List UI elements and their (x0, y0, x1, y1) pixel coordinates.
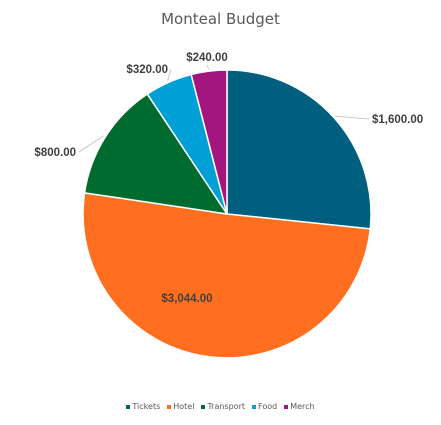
legend-label-transport: Transport (207, 402, 245, 411)
data-label-transport: $800.00 (34, 147, 76, 159)
legend-label-tickets: Tickets (132, 402, 161, 411)
legend-item-tickets: Tickets (126, 402, 160, 411)
legend-item-hotel: Hotel (167, 402, 194, 411)
leader-lines (78, 64, 370, 153)
data-label-hotel: $3,044.00 (161, 293, 212, 305)
pie-slice-hotel (82, 191, 372, 359)
legend-swatch-hotel (167, 404, 172, 409)
legend-item-food: Food (252, 402, 277, 411)
leader-line-transport (78, 135, 105, 153)
pie-slices (82, 69, 372, 359)
legend-swatch-tickets (126, 404, 131, 409)
data-labels: $1,600.00 $3,044.00 $800.00 $320.00 $240.00 (34, 52, 423, 305)
leader-line-food (167, 68, 172, 81)
legend: Tickets Hotel Transport Food Merch (0, 402, 441, 411)
legend-label-hotel: Hotel (173, 402, 195, 411)
legend-label-food: Food (258, 402, 278, 411)
pie-slice-merch (190, 69, 228, 215)
legend-swatch-transport (201, 404, 206, 409)
pie-slice-transport (83, 92, 229, 215)
data-label-merch: $240.00 (186, 52, 228, 64)
legend-swatch-merch (284, 404, 289, 409)
legend-item-merch: Merch (284, 402, 315, 411)
leader-line-tickets (335, 115, 370, 120)
legend-item-transport: Transport (201, 402, 245, 411)
pie-slice-tickets (226, 69, 372, 230)
legend-label-merch: Merch (290, 402, 315, 411)
data-label-food: $320.00 (126, 64, 168, 76)
data-label-tickets: $1,600.00 (372, 114, 423, 126)
legend-swatch-food (252, 404, 256, 409)
leader-line-merch (206, 64, 210, 70)
chart-title: Monteal Budget (161, 10, 280, 28)
